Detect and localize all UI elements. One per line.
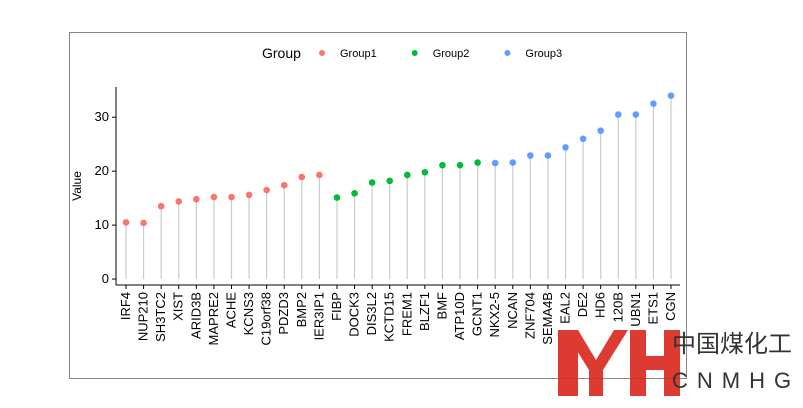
x-tick-label: GCNT1: [470, 292, 485, 336]
point: [403, 171, 411, 179]
legend-label: Group2: [433, 48, 470, 60]
point: [157, 202, 165, 210]
legend-label: Group3: [525, 48, 562, 60]
x-tick-label: NCAN: [505, 292, 520, 329]
point: [579, 135, 587, 143]
x-tick-label: UBN1: [628, 292, 643, 327]
point: [632, 111, 640, 118]
y-tick-label: 10: [95, 217, 109, 232]
point: [509, 159, 517, 166]
x-tick-label: FIBP: [329, 292, 344, 321]
point: [650, 100, 657, 108]
point: [421, 168, 429, 176]
point: [474, 159, 481, 166]
y-tick-label: 20: [95, 163, 109, 178]
point: [245, 191, 253, 199]
legend-title: Group: [262, 45, 301, 61]
point: [368, 179, 376, 186]
x-tick-label: ZNF704: [522, 292, 537, 339]
point: [456, 161, 464, 169]
x-tick-label: BLZF1: [417, 292, 432, 331]
point: [614, 111, 622, 118]
point: [527, 152, 534, 159]
point: [667, 92, 675, 99]
watermark-text: 中国煤化工: [672, 331, 792, 358]
x-tick-label: IRF4: [118, 292, 133, 320]
x-tick-label: ACHE: [223, 292, 238, 328]
x-tick-label: SH3TC2: [153, 292, 168, 342]
x-tick-label: SEMA4B: [540, 292, 555, 345]
point: [333, 194, 341, 201]
x-tick-label: ATP10D: [452, 292, 467, 340]
point: [597, 127, 604, 135]
x-tick-label: BMF: [434, 292, 449, 320]
point: [562, 144, 569, 151]
x-tick-label: ETS1: [645, 292, 660, 325]
x-tick-label: C19orf38: [259, 292, 274, 345]
watermark: 中国煤化工 CNMHG: [558, 330, 800, 396]
x-tick-label: HD6: [593, 292, 608, 318]
x-tick-label: DIS3L2: [364, 292, 379, 335]
point: [140, 219, 147, 227]
point: [210, 193, 218, 201]
y-tick-label: 0: [102, 271, 109, 286]
legend-swatch: [319, 50, 325, 56]
point: [491, 159, 499, 167]
x-tick-label: FREM1: [399, 292, 414, 336]
point: [280, 181, 288, 189]
x-tick-label: NKX2-5: [487, 292, 502, 338]
panel-border: [69, 32, 687, 379]
point: [298, 173, 306, 181]
x-tick-label: DE2: [575, 292, 590, 317]
legend-swatch: [504, 50, 511, 56]
point: [351, 189, 358, 197]
x-tick-label: MAPRE2: [206, 292, 221, 345]
x-tick-label: CGN: [663, 292, 678, 321]
legend-label: Group1: [340, 48, 377, 60]
point: [386, 177, 394, 185]
point: [316, 171, 323, 179]
x-tick-label: BMP2: [294, 292, 309, 327]
x-tick-label: KCNS3: [241, 292, 256, 335]
point: [175, 198, 183, 205]
point: [228, 193, 235, 201]
x-tick-label: ARID3B: [188, 292, 203, 339]
x-tick-label: DOCK3: [347, 292, 362, 337]
point: [193, 195, 200, 203]
x-tick-label: 120B: [610, 292, 625, 322]
point: [544, 152, 552, 159]
point: [439, 161, 446, 169]
point: [263, 186, 270, 194]
x-tick-label: KCTD15: [382, 292, 397, 342]
watermark-subtext: CNMHG: [672, 368, 800, 393]
y-axis-title: Value: [70, 171, 84, 201]
x-tick-label: PDZD3: [276, 292, 291, 335]
y-tick-label: 30: [95, 109, 109, 124]
legend-swatch: [411, 50, 418, 56]
point: [122, 219, 130, 226]
watermark-logo: [558, 330, 680, 396]
x-tick-label: IER3IP1: [311, 292, 326, 340]
x-tick-label: XIST: [171, 292, 186, 321]
x-tick-label: EAL2: [558, 292, 573, 324]
x-tick-label: NUP210: [136, 292, 151, 341]
